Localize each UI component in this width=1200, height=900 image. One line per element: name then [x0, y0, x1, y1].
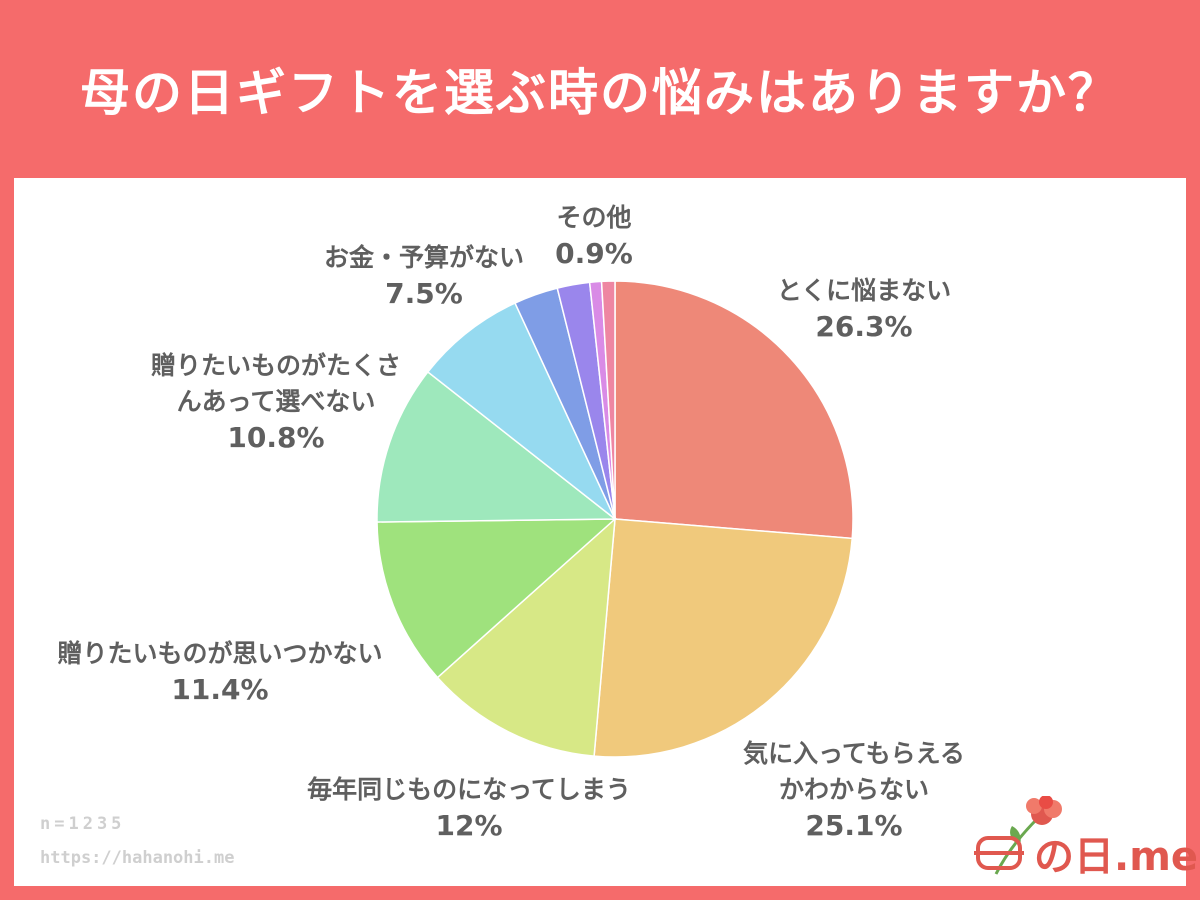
slice-label-no-worries: とくに悩まない 26.3%: [776, 276, 952, 343]
pie-slice-2: [436, 517, 616, 757]
source-url: https://hahanohi.me: [40, 848, 235, 868]
pie-slice-5: [426, 302, 616, 520]
pie-slice-1: [593, 518, 854, 758]
pie-slice-0: [614, 280, 854, 540]
page-title: 母の日ギフトを選ぶ時の悩みはありますか？: [80, 64, 1120, 122]
carnation-icon: [974, 795, 1062, 875]
pie-slice-4: [376, 370, 618, 523]
brand-logo: の日.me: [964, 795, 1198, 880]
brand-name: の日.me: [1034, 834, 1199, 880]
sample-size: n=1235: [40, 814, 126, 834]
slice-label-same-every-year: 毎年同じものになってしまう 12%: [307, 775, 631, 842]
slice-label-cant-think: 贈りたいものが思いつかない 11.4%: [57, 639, 383, 706]
pie-slice-3: [376, 518, 617, 679]
slice-label-too-many-choices: 贈りたいものがたくさ んあって選べない 10.8%: [150, 351, 401, 454]
pie-slice-9: [600, 280, 616, 520]
chart-panel: とくに悩まない 26.3% 気に入ってもらえる かわからない 25.1% 毎年同…: [14, 178, 1198, 886]
slice-label-unsure-liked: 気に入ってもらえる かわからない 25.1%: [743, 739, 965, 842]
slice-label-no-budget: お金・予算がない 7.5%: [323, 243, 524, 310]
slice-label-other: その他 0.9%: [555, 203, 633, 270]
pie-chart: [376, 280, 854, 758]
